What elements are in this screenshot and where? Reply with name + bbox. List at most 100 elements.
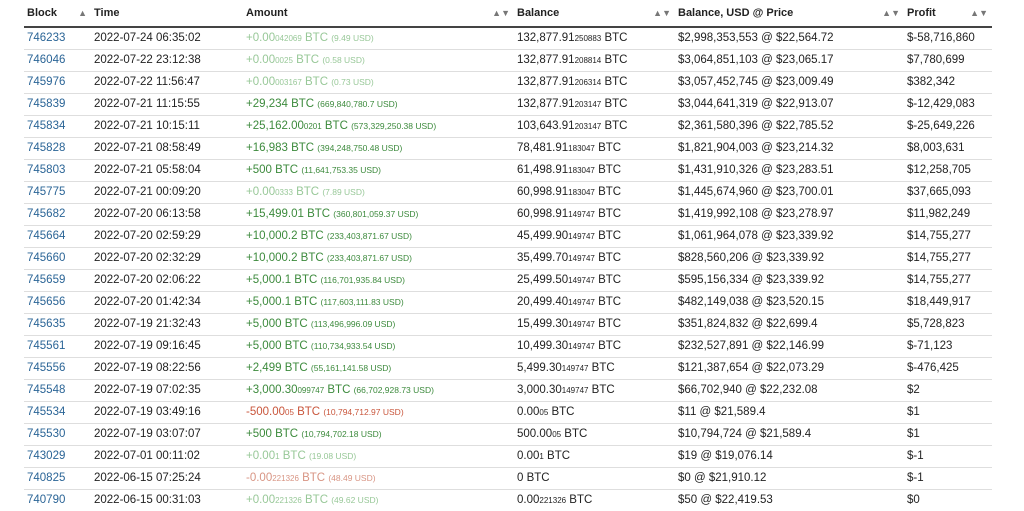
block-cell: 740825 xyxy=(24,468,91,490)
balance-usd-cell: $3,057,452,745 @ $23,009.49 xyxy=(675,72,904,94)
block-link[interactable]: 745656 xyxy=(27,296,65,308)
amount-unit: BTC xyxy=(322,120,348,132)
balance-usd-cell: $2,998,353,553 @ $22,564.72 xyxy=(675,27,904,50)
profit-cell: $-71,123 xyxy=(904,336,992,358)
balance-usd-cell: $1,419,992,108 @ $23,278.97 xyxy=(675,204,904,226)
block-link[interactable]: 745660 xyxy=(27,252,65,264)
time-cell: 2022-07-19 09:16:45 xyxy=(91,336,243,358)
amount-usd: (233,403,871.67 USD) xyxy=(327,253,412,263)
profit-cell: $8,003,631 xyxy=(904,138,992,160)
balance-unit: BTC xyxy=(601,54,627,66)
time-cell: 2022-07-01 00:11:02 xyxy=(91,446,243,468)
amount-cell: +0.00003167 BTC (0.73 USD) xyxy=(243,72,514,94)
balance-value: 61,498.91 xyxy=(517,164,568,176)
amount-value: +0.00 xyxy=(246,450,275,462)
balance-fraction: 149747 xyxy=(568,210,595,219)
block-link[interactable]: 745635 xyxy=(27,318,65,330)
profit-cell: $-476,425 xyxy=(904,358,992,380)
column-header-balance[interactable]: Balance▲▼ xyxy=(514,0,675,27)
amount-unit: BTC xyxy=(288,98,314,110)
block-link[interactable]: 746233 xyxy=(27,32,65,44)
amount-value: +500 xyxy=(246,164,272,176)
block-cell: 743029 xyxy=(24,446,91,468)
sort-icon: ▲▼ xyxy=(882,0,900,26)
balance-usd-cell: $11 @ $21,589.4 xyxy=(675,402,904,424)
block-link[interactable]: 745556 xyxy=(27,362,65,374)
profit-cell: $-1 xyxy=(904,446,992,468)
amount-value: +10,000.2 xyxy=(246,230,297,242)
amount-unit: BTC xyxy=(302,494,328,506)
amount-usd: (110,734,933.54 USD) xyxy=(311,341,395,351)
sort-icon: ▲ xyxy=(78,0,87,26)
amount-unit: BTC xyxy=(291,274,317,286)
block-link[interactable]: 746046 xyxy=(27,54,65,66)
column-header-amount[interactable]: Amount▲▼ xyxy=(243,0,514,27)
amount-usd: (117,603,111.83 USD) xyxy=(321,297,404,307)
amount-fraction: 0025 xyxy=(275,56,293,65)
amount-value: +0.00 xyxy=(246,186,275,198)
block-link[interactable]: 745534 xyxy=(27,406,65,418)
column-header-block[interactable]: Block▲ xyxy=(24,0,91,27)
sort-icon: ▲▼ xyxy=(970,0,988,26)
column-header-balance-usd[interactable]: Balance, USD @ Price▲▼ xyxy=(675,0,904,27)
block-link[interactable]: 740790 xyxy=(27,494,65,506)
block-link[interactable]: 745530 xyxy=(27,428,65,440)
block-link[interactable]: 743029 xyxy=(27,450,65,462)
amount-unit: BTC xyxy=(297,230,323,242)
amount-usd: (360,801,059.37 USD) xyxy=(333,209,418,219)
block-cell: 745534 xyxy=(24,402,91,424)
amount-value: +0.00 xyxy=(246,494,275,506)
amount-cell: +5,000 BTC (113,496,996.09 USD) xyxy=(243,314,514,336)
balance-unit: BTC xyxy=(588,362,614,374)
amount-unit: BTC xyxy=(282,318,308,330)
balance-value: 25,499.50 xyxy=(517,274,568,286)
block-link[interactable]: 745682 xyxy=(27,208,65,220)
profit-cell: $-12,429,083 xyxy=(904,94,992,116)
balance-cell: 15,499.30149747 BTC xyxy=(514,314,675,336)
balance-cell: 78,481.91183047 BTC xyxy=(514,138,675,160)
balance-usd-cell: $10,794,724 @ $21,589.4 xyxy=(675,424,904,446)
block-cell: 746233 xyxy=(24,27,91,50)
column-header-time[interactable]: Time xyxy=(91,0,243,27)
block-link[interactable]: 745659 xyxy=(27,274,65,286)
amount-usd: (0.73 USD) xyxy=(331,77,374,87)
block-link[interactable]: 745561 xyxy=(27,340,65,352)
block-link[interactable]: 745548 xyxy=(27,384,65,396)
block-link[interactable]: 745775 xyxy=(27,186,65,198)
time-cell: 2022-07-20 01:42:34 xyxy=(91,292,243,314)
block-link[interactable]: 745828 xyxy=(27,142,65,154)
block-cell: 745664 xyxy=(24,226,91,248)
block-cell: 745548 xyxy=(24,380,91,402)
balance-cell: 103,643.91203147 BTC xyxy=(514,116,675,138)
amount-unit: BTC xyxy=(299,472,325,484)
block-link[interactable]: 745803 xyxy=(27,164,65,176)
balance-unit: BTC xyxy=(595,252,621,264)
balance-unit: BTC xyxy=(595,318,621,330)
balance-fraction: 203147 xyxy=(575,122,602,131)
balance-usd-cell: $1,445,674,960 @ $23,700.01 xyxy=(675,182,904,204)
balance-usd-cell: $121,387,654 @ $22,073.29 xyxy=(675,358,904,380)
amount-cell: +10,000.2 BTC (233,403,871.67 USD) xyxy=(243,226,514,248)
block-link[interactable]: 745976 xyxy=(27,76,65,88)
block-link[interactable]: 740825 xyxy=(27,472,65,484)
block-link[interactable]: 745834 xyxy=(27,120,65,132)
balance-value: 45,499.90 xyxy=(517,230,568,242)
time-cell: 2022-07-19 08:22:56 xyxy=(91,358,243,380)
balance-unit: BTC xyxy=(595,208,621,220)
balance-cell: 60,998.91149747 BTC xyxy=(514,204,675,226)
amount-value: +25,162.00 xyxy=(246,120,304,132)
block-link[interactable]: 745664 xyxy=(27,230,65,242)
block-link[interactable]: 745839 xyxy=(27,98,65,110)
column-header-profit[interactable]: Profit▲▼ xyxy=(904,0,992,27)
amount-cell: -0.00221326 BTC (48.49 USD) xyxy=(243,468,514,490)
balance-value: 0.00 xyxy=(517,450,539,462)
amount-fraction: 05 xyxy=(285,408,294,417)
balance-usd-cell: $482,149,038 @ $23,520.15 xyxy=(675,292,904,314)
balance-unit: BTC xyxy=(595,164,621,176)
block-cell: 745828 xyxy=(24,138,91,160)
